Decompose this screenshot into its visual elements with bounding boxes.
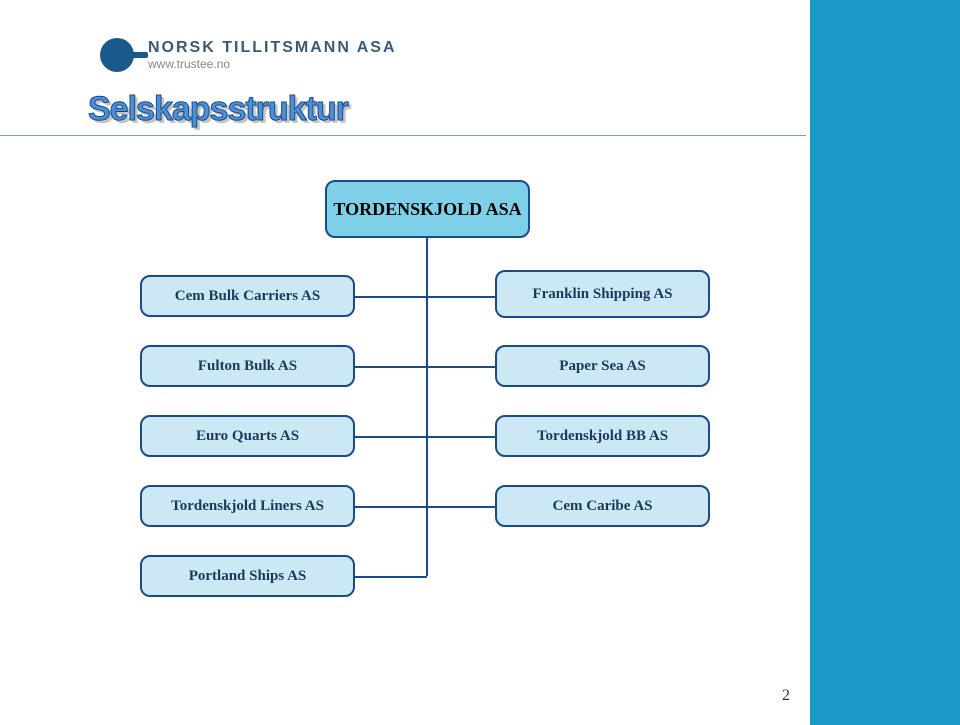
org-node: Fulton Bulk AS xyxy=(140,345,355,387)
org-node-label: Cem Caribe AS xyxy=(553,498,653,515)
org-node: Euro Quarts AS xyxy=(140,415,355,457)
logo: NORSK TILLITSMANN ASA www.trustee.no xyxy=(100,38,600,72)
org-node: Franklin Shipping AS xyxy=(495,270,710,318)
gutter xyxy=(806,0,810,725)
logo-name: NORSK TILLITSMANN ASA xyxy=(148,39,397,57)
org-node-label: Cem Bulk Carriers AS xyxy=(175,288,320,305)
slide-container: NORSK TILLITSMANN ASA www.trustee.no Sel… xyxy=(0,0,960,725)
org-node: Portland Ships AS xyxy=(140,555,355,597)
logo-text: NORSK TILLITSMANN ASA www.trustee.no xyxy=(148,39,397,71)
logo-dot-icon xyxy=(100,38,134,72)
org-node: Tordenskjold BB AS xyxy=(495,415,710,457)
connector-branch xyxy=(355,506,495,508)
org-node-label: Portland Ships AS xyxy=(189,568,307,585)
org-node: Tordenskjold Liners AS xyxy=(140,485,355,527)
right-accent-bar xyxy=(810,0,960,725)
connector-trunk xyxy=(426,238,428,576)
org-chart: TORDENSKJOLD ASA Cem Bulk Carriers AS Fran… xyxy=(100,180,740,620)
org-node-label: Tordenskjold Liners AS xyxy=(171,498,324,515)
org-node: Cem Bulk Carriers AS xyxy=(140,275,355,317)
org-node-root: TORDENSKJOLD ASA xyxy=(325,180,530,238)
connector-branch xyxy=(355,296,495,298)
org-node-label: Tordenskjold BB AS xyxy=(537,428,668,445)
org-node-label: Fulton Bulk AS xyxy=(198,358,297,375)
org-node-label: Franklin Shipping AS xyxy=(532,286,672,303)
connector-branch xyxy=(355,436,495,438)
slide-title: Selskapsstruktur xyxy=(88,90,348,129)
logo-url: www.trustee.no xyxy=(148,57,397,71)
org-node-label: TORDENSKJOLD ASA xyxy=(333,199,521,220)
org-node: Paper Sea AS xyxy=(495,345,710,387)
connector-branch xyxy=(355,576,427,578)
org-node: Cem Caribe AS xyxy=(495,485,710,527)
org-node-label: Paper Sea AS xyxy=(559,358,645,375)
page-number: 2 xyxy=(782,687,790,705)
org-node-label: Euro Quarts AS xyxy=(196,428,299,445)
header-divider xyxy=(0,135,806,136)
connector-branch xyxy=(355,366,495,368)
